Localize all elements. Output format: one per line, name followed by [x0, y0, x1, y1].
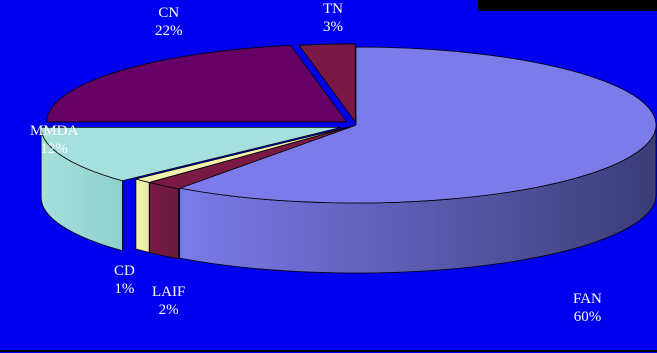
- slice-percent: 22%: [155, 23, 183, 39]
- pie-side-cd: [135, 178, 150, 253]
- slice-name: MMDA: [30, 123, 79, 139]
- slice-name: FAN: [573, 291, 602, 307]
- pie-slice-cn: [46, 44, 348, 123]
- slice-label-mmda: MMDA 12%: [30, 122, 78, 158]
- slice-percent: 2%: [158, 302, 179, 318]
- pie-slice-tn: [298, 43, 356, 124]
- pie-slice-fan: [178, 46, 657, 204]
- black-corner-bar: [478, 0, 657, 11]
- slice-label-fan: FAN 60%: [573, 290, 602, 326]
- slice-label-tn: TN 3%: [323, 0, 343, 36]
- slice-percent: 12%: [40, 141, 68, 157]
- slice-percent: 60%: [573, 309, 602, 325]
- slice-name: TN: [323, 1, 343, 17]
- pie-slice-mmda: [40, 126, 342, 182]
- slice-name: CN: [158, 5, 180, 21]
- pie-slice-cd: [134, 125, 355, 183]
- slice-percent: 1%: [114, 281, 135, 297]
- slice-label-laif: LAIF 2%: [152, 283, 185, 319]
- slice-name: CD: [114, 263, 135, 279]
- pie-side-laif: [148, 181, 179, 260]
- slice-label-cn: CN 22%: [155, 4, 183, 40]
- slice-name: LAIF: [152, 284, 186, 300]
- slice-percent: 3%: [323, 19, 343, 35]
- slice-label-cd: CD 1%: [114, 262, 135, 298]
